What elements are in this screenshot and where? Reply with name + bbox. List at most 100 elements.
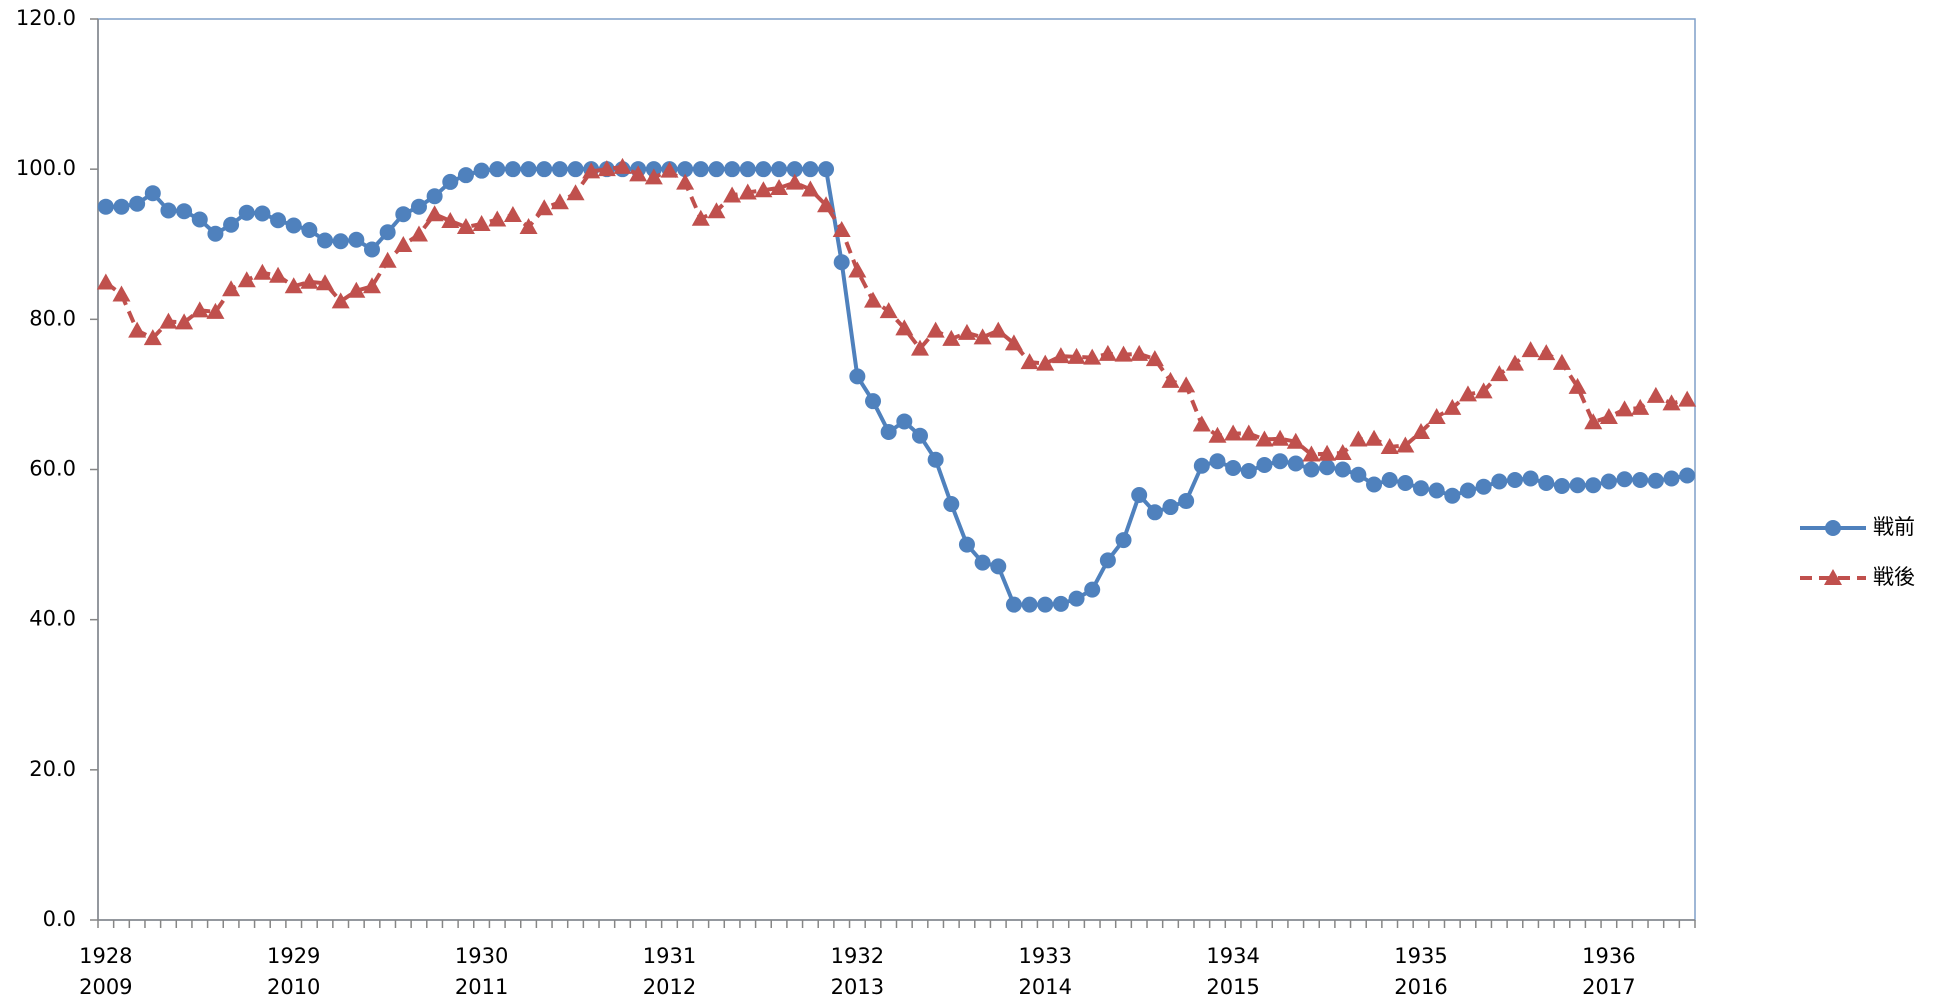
data-point — [1240, 463, 1257, 480]
data-point — [362, 277, 381, 294]
data-point — [629, 165, 648, 182]
data-point — [1287, 455, 1304, 472]
data-point — [1475, 478, 1492, 495]
y-tick-label: 80.0 — [29, 306, 76, 330]
data-point — [222, 280, 241, 297]
data-point — [1584, 413, 1603, 430]
data-point — [1506, 472, 1523, 489]
data-point — [378, 251, 397, 268]
x-tick-label: 1928 — [79, 944, 132, 968]
data-point — [833, 254, 850, 271]
data-point — [1131, 487, 1148, 504]
data-point — [1099, 552, 1116, 569]
data-point — [738, 183, 757, 200]
x-tick-label-2: 2012 — [643, 975, 696, 999]
data-point — [426, 188, 443, 205]
data-point — [1647, 472, 1664, 489]
data-point — [1412, 422, 1431, 439]
y-tick-label: 100.0 — [16, 156, 76, 180]
data-point — [771, 161, 788, 178]
data-point — [1381, 472, 1398, 489]
data-point — [1271, 429, 1290, 446]
data-point — [176, 203, 193, 220]
data-point — [1239, 424, 1258, 441]
legend-marker — [1825, 520, 1841, 536]
data-point — [1679, 467, 1696, 484]
data-point — [473, 162, 490, 179]
data-point — [849, 368, 866, 385]
data-point — [1552, 353, 1571, 370]
y-tick-label: 40.0 — [29, 607, 76, 631]
data-point — [1600, 473, 1617, 490]
data-point — [802, 161, 819, 178]
data-point — [409, 225, 428, 242]
data-point — [489, 161, 506, 178]
data-point — [707, 202, 726, 219]
data-point — [1632, 472, 1649, 489]
data-point — [943, 496, 960, 513]
x-tick-label-2: 2014 — [1019, 975, 1072, 999]
data-point — [1178, 493, 1195, 510]
data-point — [896, 413, 913, 430]
data-point — [535, 199, 554, 216]
data-point — [911, 427, 928, 444]
data-point — [472, 214, 491, 231]
data-point — [395, 206, 412, 223]
data-point — [880, 423, 897, 440]
data-point — [1051, 347, 1070, 364]
data-point — [1397, 475, 1414, 492]
data-point — [1599, 407, 1618, 424]
data-point — [457, 167, 474, 184]
x-tick-label: 1936 — [1582, 944, 1635, 968]
data-point — [300, 272, 319, 289]
data-point — [864, 291, 883, 308]
data-point — [801, 180, 820, 197]
data-point — [692, 161, 709, 178]
data-point — [1349, 430, 1368, 447]
data-point — [1256, 456, 1273, 473]
data-point — [1662, 394, 1681, 411]
data-point — [1005, 596, 1022, 613]
data-point — [442, 173, 459, 190]
data-point — [832, 220, 851, 237]
data-point — [1459, 482, 1476, 499]
data-point — [551, 161, 568, 178]
data-point — [597, 160, 616, 177]
data-point — [270, 212, 287, 229]
data-point — [1303, 461, 1320, 478]
y-tick-label: 20.0 — [29, 757, 76, 781]
data-point — [1146, 504, 1163, 521]
data-point — [96, 273, 115, 290]
data-point — [1428, 482, 1445, 499]
data-point — [566, 184, 585, 201]
x-tick-label-2: 2010 — [267, 975, 320, 999]
data-point — [550, 193, 569, 210]
data-point — [1678, 390, 1697, 407]
data-point — [456, 217, 475, 234]
data-point — [1177, 376, 1196, 393]
x-tick-label: 1934 — [1206, 944, 1259, 968]
data-point — [1145, 350, 1164, 367]
data-point — [1569, 477, 1586, 494]
legend-label: 戦前 — [1873, 515, 1915, 539]
data-point — [1286, 432, 1305, 449]
data-point — [269, 266, 288, 283]
data-point — [1537, 344, 1556, 361]
data-point — [207, 225, 224, 242]
x-tick-label-2: 2011 — [455, 975, 508, 999]
data-point — [363, 241, 380, 258]
y-tick-label: 0.0 — [43, 907, 76, 931]
data-point — [1553, 478, 1570, 495]
data-point — [223, 216, 240, 233]
data-point — [348, 231, 365, 248]
x-tick-label-2: 2016 — [1394, 975, 1447, 999]
data-point — [1366, 476, 1383, 493]
data-point — [973, 328, 992, 345]
data-point — [1037, 596, 1054, 613]
data-point — [206, 302, 225, 319]
data-point — [1302, 445, 1321, 462]
data-point — [676, 173, 695, 190]
x-tick-label-2: 2017 — [1582, 975, 1635, 999]
data-point — [488, 210, 507, 227]
